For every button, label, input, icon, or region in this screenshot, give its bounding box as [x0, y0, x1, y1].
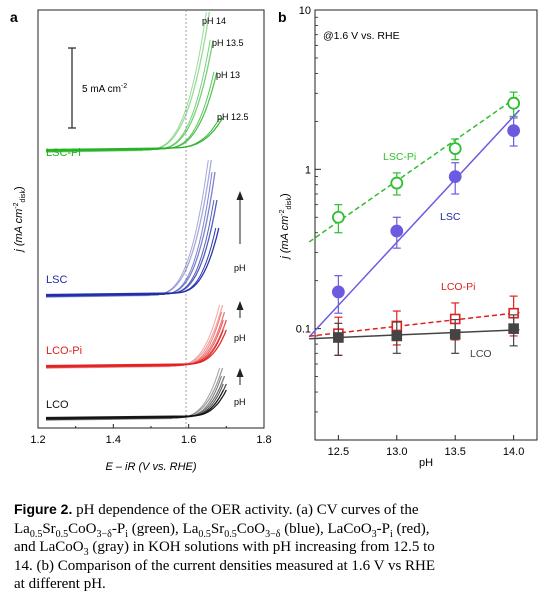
x-tick-label: 1.4	[106, 434, 121, 446]
data-point	[448, 170, 462, 184]
panel-b-plot	[308, 91, 521, 356]
panel-b-axes: 0.1 1 10 12.5 13.0 13.5 14.0	[296, 5, 525, 458]
label-lsc: LSC	[46, 274, 67, 286]
panel-a-xlabel: E – iR (V vs. RHE)	[105, 461, 196, 473]
cv-curve	[45, 227, 217, 296]
data-point	[507, 96, 521, 110]
cv-curve	[45, 367, 221, 421]
cv-curve	[45, 199, 215, 297]
b-label-lco: LCO	[470, 348, 492, 360]
data-point	[390, 176, 404, 190]
sample-labels: LSC-Pi LSC LCO-Pi LCO	[46, 147, 82, 411]
y-tick-label: 10	[299, 5, 311, 17]
data-point	[508, 323, 519, 334]
caption-label: Figure 2.	[14, 501, 73, 517]
ph-labels: pH 14 pH 13.5 pH 13 pH 12.5	[202, 16, 249, 122]
panel-b-xlabel: pH	[419, 457, 433, 469]
scale-bar-label: 5 mA cm-2	[82, 83, 127, 95]
cv-curve	[45, 227, 220, 296]
cv-curve	[45, 39, 211, 153]
ph-label-12-5: pH 12.5	[217, 112, 249, 122]
x-tick-label: 14.0	[503, 446, 524, 458]
ph-arrow-label-lco: pH	[234, 397, 246, 407]
y-tick-label: 0.1	[296, 324, 311, 336]
data-point	[448, 142, 462, 155]
cv-curve	[45, 117, 221, 151]
cv-curve	[45, 389, 224, 419]
x-tick-label: 12.5	[328, 446, 349, 458]
figure-caption: Figure 2. pH dependence of the OER activ…	[14, 501, 436, 592]
data-point	[391, 330, 403, 342]
scale-bar: 5 mA cm-2	[68, 47, 127, 129]
data-point	[449, 329, 461, 340]
x-tick-label: 13.5	[444, 446, 465, 458]
panel-b-ylabel: j (mA cm-2disk)	[279, 193, 293, 260]
panel-b-letter: b	[278, 9, 287, 25]
cv-curves	[45, 11, 227, 421]
ph-label-13-5: pH 13.5	[212, 38, 244, 48]
panel-b-frame	[314, 9, 538, 441]
b-label-lco-pi: LCO-Pi	[441, 281, 475, 293]
figure-2: a 5 mA cm-2 pH 14 pH 13.5 pH 13 pH 12.5 …	[10, 5, 538, 473]
panel-a: a 5 mA cm-2 pH 14 pH 13.5 pH 13 pH 12.5 …	[10, 9, 272, 473]
fit-line	[309, 311, 520, 337]
cv-curve	[45, 319, 224, 368]
cv-curve	[45, 171, 213, 298]
ph-arrow-label-lsc: pH	[234, 263, 246, 273]
cv-curve	[45, 159, 209, 298]
b-label-lsc: LSC	[440, 211, 461, 223]
label-lco: LCO	[46, 399, 69, 411]
ph-label-13: pH 13	[216, 70, 240, 80]
ph-label-14: pH 14	[202, 16, 226, 26]
x-tick-label: 1.6	[181, 434, 196, 446]
ph-arrow-label-lco-pi: pH	[234, 333, 246, 343]
panel-a-letter: a	[10, 9, 18, 25]
panel-b-annotation: @1.6 V vs. RHE	[323, 30, 400, 42]
cv-curve	[45, 171, 216, 297]
fit-line	[308, 109, 521, 338]
fit-line	[309, 329, 520, 340]
data-point	[390, 224, 404, 238]
x-tick-label: 1.2	[30, 434, 45, 446]
label-lco-pi: LCO-Pi	[46, 345, 82, 357]
cv-curve	[45, 329, 224, 367]
ph-arrows: pH pH pH	[234, 191, 246, 407]
data-point	[333, 332, 344, 343]
panel-a-ylabel: j (mA cm-2disk)	[13, 186, 27, 253]
data-point	[331, 210, 345, 224]
data-point	[507, 124, 521, 137]
label-lsc-pi: LSC-Pi	[46, 147, 81, 159]
panel-a-x-axis: 1.2 1.4 1.6 1.8	[30, 424, 272, 446]
cv-curve	[45, 304, 221, 369]
cv-curve	[45, 159, 212, 297]
x-tick-label: 1.8	[256, 434, 271, 446]
cv-curve	[45, 39, 214, 152]
x-tick-label: 13.0	[386, 446, 407, 458]
data-point	[331, 285, 345, 299]
panel-b-series-labels: LSC-Pi LSC LCO-Pi LCO	[383, 151, 492, 360]
b-label-lsc-pi: LSC-Pi	[383, 151, 416, 163]
y-tick-label: 1	[305, 164, 311, 176]
